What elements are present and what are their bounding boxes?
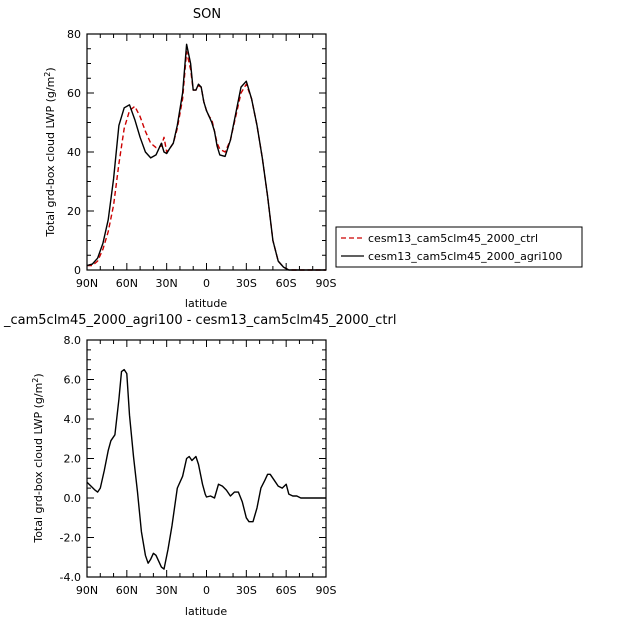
legend: cesm13_cam5clm45_2000_ctrl cesm13_cam5cl… bbox=[335, 226, 583, 268]
legend-label-agri100: cesm13_cam5clm45_2000_agri100 bbox=[368, 250, 562, 263]
y-tick-label-1-6: 8.0 bbox=[64, 334, 82, 347]
bottom-chart-axes: 90N 60N 30N 0 30S 60S 90S -4.0 -2.0 0.0 2.0 4.0 6.0 8… bbox=[60, 334, 337, 597]
series-line-0-0 bbox=[87, 51, 326, 271]
x-tick-label-0-4: 30S bbox=[236, 277, 257, 290]
y-tick-label-1-0: -4.0 bbox=[60, 571, 81, 584]
bottom-chart-frame bbox=[86, 339, 327, 578]
series-line-1-0 bbox=[86, 368, 326, 570]
y-tick-label-1-5: 6.0 bbox=[64, 374, 82, 387]
bottom-chart-title: _cam5clm45_2000_agri100 - cesm13_cam5clm… bbox=[3, 313, 396, 328]
legend-label-ctrl: cesm13_cam5clm45_2000_ctrl bbox=[368, 232, 538, 245]
top-chart-series bbox=[86, 43, 326, 271]
y-tick-label-0-3: 60 bbox=[67, 87, 81, 100]
top-chart-xlabel: latitude bbox=[185, 297, 227, 310]
y-tick-label-0-4: 80 bbox=[67, 28, 81, 41]
y-tick-label-1-2: 0.0 bbox=[64, 492, 82, 505]
x-tick-label-1-5: 60S bbox=[276, 584, 297, 597]
bottom-chart-panel: _cam5clm45_2000_agri100 - cesm13_cam5clm… bbox=[3, 313, 396, 618]
x-tick-label-1-3: 0 bbox=[203, 584, 210, 597]
legend-box bbox=[335, 226, 583, 268]
top-chart-frame bbox=[86, 33, 327, 271]
top-chart-ylabel: Total grd-box cloud LWP (g/m2) bbox=[43, 67, 58, 237]
series-line-0-1 bbox=[86, 43, 326, 271]
x-tick-label-0-0: 90N bbox=[76, 277, 98, 290]
x-tick-label-1-0: 90N bbox=[76, 584, 98, 597]
y-tick-label-1-3: 2.0 bbox=[64, 453, 82, 466]
y-tick-label-1-4: 4.0 bbox=[64, 413, 82, 426]
x-tick-label-0-3: 0 bbox=[203, 277, 210, 290]
y-tick-label-0-0: 0 bbox=[74, 264, 81, 277]
bottom-chart-xlabel: latitude bbox=[185, 605, 227, 618]
top-chart-axes: 90N 60N 30N 0 30S 60S 90S 0 20 40 60 80 bbox=[67, 28, 337, 290]
x-tick-label-1-1: 60N bbox=[116, 584, 138, 597]
x-tick-label-0-2: 30N bbox=[156, 277, 178, 290]
x-tick-label-0-5: 60S bbox=[276, 277, 297, 290]
y-tick-label-0-1: 20 bbox=[67, 205, 81, 218]
x-tick-label-0-6: 90S bbox=[316, 277, 337, 290]
y-tick-label-1-1: -2.0 bbox=[60, 532, 81, 545]
top-chart-panel: SON 90N 60N 30N 0 30S 60S 90S 0 20 40 60 80 latitud… bbox=[43, 7, 583, 310]
top-chart-title: SON bbox=[193, 7, 221, 22]
bottom-chart-series bbox=[86, 368, 326, 570]
x-tick-label-1-6: 90S bbox=[316, 584, 337, 597]
bottom-chart-ylabel: Total grd-box cloud LWP (g/m2) bbox=[31, 373, 46, 543]
x-tick-label-0-1: 60N bbox=[116, 277, 138, 290]
x-tick-label-1-4: 30S bbox=[236, 584, 257, 597]
y-tick-label-0-2: 40 bbox=[67, 146, 81, 159]
x-tick-label-1-2: 30N bbox=[156, 584, 178, 597]
